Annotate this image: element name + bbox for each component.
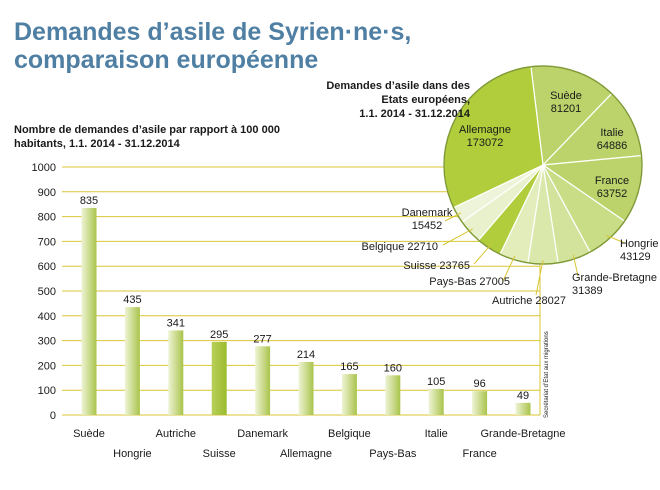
- source-note: Secrétariat d’Etat aux migrations: [544, 331, 550, 418]
- bar-france: [472, 391, 488, 415]
- pie-label: Danemark 15452: [402, 207, 453, 232]
- y-tick-label: 800: [38, 212, 56, 224]
- y-tick-label: 600: [38, 261, 56, 273]
- y-tick-label: 900: [38, 187, 56, 199]
- pie-leader-line: [442, 228, 473, 246]
- bar-value-label: 214: [297, 349, 315, 361]
- bar-allemagne: [298, 361, 314, 415]
- pie-leader-line: [572, 254, 579, 277]
- bar-value-label: 49: [517, 390, 529, 402]
- pie-leader-line: [502, 255, 516, 282]
- x-category-label: Grande-Bretagne: [481, 428, 566, 440]
- y-tick-label: 400: [38, 311, 56, 323]
- bar-value-label: 295: [210, 329, 228, 341]
- y-tick-label: 1000: [32, 162, 56, 174]
- pie-outline: [443, 65, 643, 265]
- y-tick-label: 700: [38, 236, 56, 248]
- pie-label: Hongrie 43129: [620, 238, 659, 263]
- pie-leader-line: [606, 235, 626, 244]
- bar-value-label: 165: [340, 361, 358, 373]
- pie-label: Pays-Bas 27005: [429, 276, 510, 288]
- x-category-label: Suède: [73, 428, 105, 440]
- bar-chart-bars: 835 Suède 435 Hongrie 341 Autriche 295 Suisse 27…: [73, 195, 565, 460]
- x-category-label: Danemark: [237, 428, 288, 440]
- page-title-line-1: Demandes d’asile de Syrien·ne·s,: [14, 18, 411, 46]
- bar-danemark: [255, 346, 271, 415]
- y-tick-label: 500: [38, 286, 56, 298]
- pie-leader-line: [444, 212, 462, 222]
- bar-belgique: [341, 374, 357, 415]
- pie-label: Suisse 23765: [403, 260, 470, 272]
- bar-italie: [428, 388, 444, 415]
- bar-value-label: 160: [384, 362, 402, 374]
- bar-autriche: [168, 330, 184, 415]
- x-category-label: Allemagne: [280, 448, 332, 460]
- pie-label: Autriche 28027: [492, 295, 566, 307]
- pie-leader-line: [535, 259, 544, 296]
- pie-chart-title-line-1: Demandes d’asile dans des: [326, 80, 470, 92]
- pie-leader-line: [473, 244, 492, 265]
- bar-value-label: 96: [473, 378, 485, 390]
- bar-value-label: 835: [80, 195, 98, 207]
- y-tick-label: 200: [38, 360, 56, 372]
- x-category-label: Autriche: [156, 428, 196, 440]
- y-tick-label: 100: [38, 385, 56, 397]
- pie-label: Belgique 22710: [362, 241, 438, 253]
- x-category-label: Italie: [425, 428, 448, 440]
- pie-chart-title-line-2: Etats européens,: [381, 94, 470, 106]
- bar-value-label: 435: [123, 294, 141, 306]
- pie-chart-title-line-3: 1.1. 2014 - 31.12.2014: [359, 108, 471, 120]
- pie-label: Italie 64886: [597, 127, 628, 152]
- pie-label: Grande-Bretagne 31389: [572, 272, 657, 297]
- bar-suisse: [211, 341, 227, 415]
- bar-hongrie: [124, 307, 140, 415]
- bar-value-label: 277: [253, 333, 271, 345]
- bar-pays-bas: [385, 375, 401, 415]
- page-title-line-2: comparaison européenne: [14, 46, 318, 74]
- bar-value-label: 341: [167, 317, 185, 329]
- x-category-label: Hongrie: [113, 448, 152, 460]
- pie-label: Suède 81201: [550, 90, 582, 115]
- pie-chart-labels: Suède 81201 Italie 64886 France 63752 Allemagn…: [362, 90, 659, 307]
- pie-label: France 63752: [595, 175, 629, 200]
- y-tick-label: 0: [50, 410, 56, 422]
- pie-chart: [443, 65, 643, 265]
- x-category-label: France: [462, 448, 496, 460]
- pie-chart-leader-lines: [442, 212, 626, 296]
- x-category-label: Pays-Bas: [369, 448, 417, 460]
- bar-su-de: [81, 207, 97, 415]
- pie-label: Allemagne 173072: [459, 124, 511, 149]
- x-category-label: Belgique: [328, 428, 371, 440]
- bar-chart-title-line-1: Nombre de demandes d’asile par rapport à…: [14, 124, 280, 136]
- bar-chart-title-line-2: habitants, 1.1. 2014 - 31.12.2014: [14, 138, 181, 150]
- x-category-label: Suisse: [203, 448, 236, 460]
- y-tick-label: 300: [38, 336, 56, 348]
- bar-grande-bretagne: [515, 402, 531, 415]
- bar-value-label: 105: [427, 376, 445, 388]
